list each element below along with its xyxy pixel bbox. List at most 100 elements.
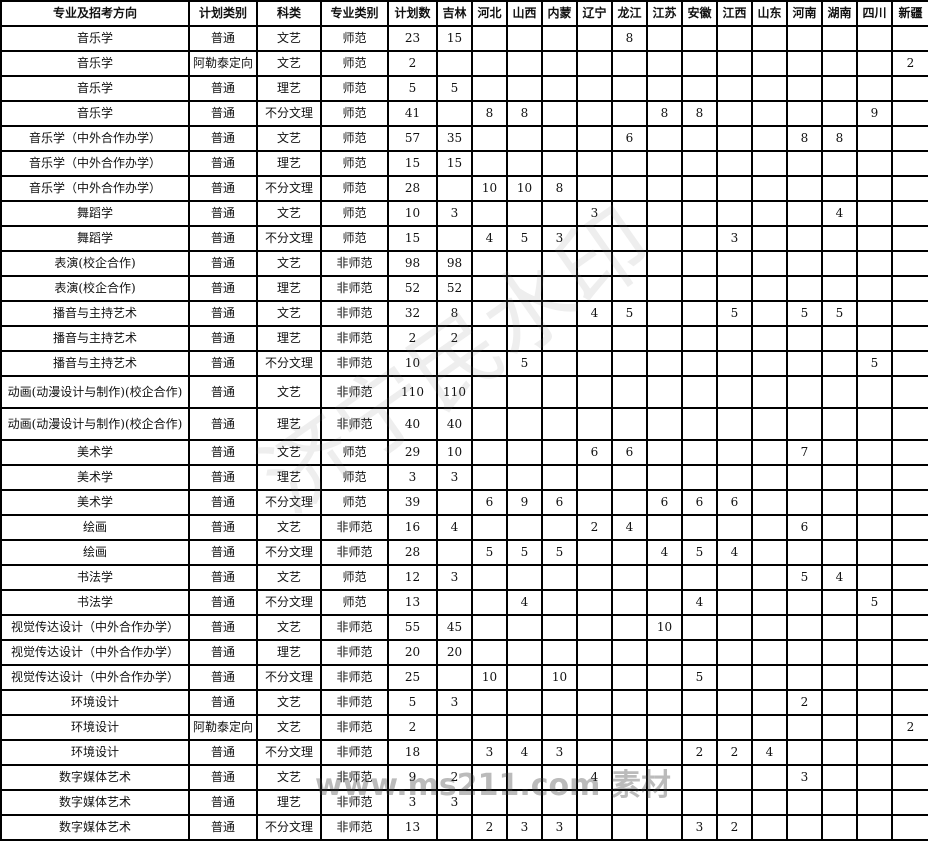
table-cell [646,564,683,591]
table-cell [856,125,893,152]
table-cell: 32 [387,300,438,327]
table-cell: 师范 [320,564,389,591]
table-row: 数字媒体艺术 普通 理艺 非师范 3 3 [0,789,928,816]
table-cell [786,639,823,666]
table-cell [856,489,893,516]
major-cell: 环境设计 [0,689,190,716]
table-cell [646,225,683,252]
table-cell: 4 [576,764,613,791]
table-cell [856,175,893,202]
table-cell: 普通 [188,25,258,52]
table-cell [611,739,648,766]
table-cell [576,664,613,691]
table-cell: 普通 [188,514,258,541]
table-cell [716,689,753,716]
table-cell: 理艺 [256,325,322,352]
table-cell [891,789,928,816]
table-cell: 4 [506,739,543,766]
table-cell [576,225,613,252]
table-cell [786,714,823,741]
table-cell [716,50,753,77]
table-cell [611,464,648,491]
table-row: 音乐学 普通 不分文理 师范 41 8 8 8 8 9 [0,100,928,127]
table-cell: 3 [436,200,473,227]
table-cell [891,275,928,302]
table-cell: 5 [506,225,543,252]
table-cell: 理艺 [256,464,322,491]
table-cell: 4 [436,514,473,541]
table-cell [646,275,683,302]
major-cell: 音乐学 [0,50,190,77]
table-cell [716,764,753,791]
table-cell [821,407,858,441]
table-cell [506,25,543,52]
table-cell [611,175,648,202]
table-cell: 4 [821,200,858,227]
table-cell [891,300,928,327]
table-cell [506,150,543,177]
table-cell [786,325,823,352]
table-cell: 非师范 [320,739,389,766]
table-cell [856,439,893,466]
column-header: 专业及招考方向 [0,0,190,27]
table-cell [681,514,718,541]
major-cell: 视觉传达设计（中外合作办学） [0,664,190,691]
table-cell: 普通 [188,250,258,277]
table-row: 视觉传达设计（中外合作办学） 普通 文艺 非师范 55 45 10 [0,614,928,641]
table-cell: 不分文理 [256,100,322,127]
table-cell: 6 [541,489,578,516]
major-cell: 表演(校企合作) [0,275,190,302]
table-cell [576,100,613,127]
table-cell: 8 [506,100,543,127]
table-cell [821,275,858,302]
table-cell [611,764,648,791]
table-cell [786,614,823,641]
table-cell [681,350,718,377]
major-cell: 视觉传达设计（中外合作办学） [0,614,190,641]
table-cell [681,614,718,641]
table-cell [821,225,858,252]
table-cell [681,250,718,277]
table-cell [506,714,543,741]
table-cell [646,514,683,541]
table-cell [576,739,613,766]
table-cell [786,275,823,302]
table-cell [681,25,718,52]
table-cell [716,514,753,541]
table-cell [506,50,543,77]
table-cell: 普通 [188,325,258,352]
table-cell [576,564,613,591]
table-cell [506,464,543,491]
table-cell [751,225,788,252]
table-cell: 文艺 [256,689,322,716]
major-cell: 绘画 [0,539,190,566]
table-cell: 师范 [320,464,389,491]
table-cell: 29 [387,439,438,466]
table-cell: 非师范 [320,639,389,666]
table-cell [646,325,683,352]
major-cell: 音乐学 [0,75,190,102]
table-cell [821,664,858,691]
table-cell: 20 [436,639,473,666]
column-header: 安徽 [681,0,718,27]
table-cell: 28 [387,539,438,566]
table-cell: 5 [821,300,858,327]
table-cell [681,714,718,741]
table-cell [891,250,928,277]
table-cell [821,589,858,616]
table-cell: 9 [856,100,893,127]
table-cell: 5 [541,539,578,566]
table-cell [891,614,928,641]
table-cell: 15 [387,150,438,177]
table-cell [646,439,683,466]
table-row: 播音与主持艺术 普通 文艺 非师范 32 8 4 5 5 5 5 [0,300,928,327]
table-cell [786,225,823,252]
table-cell [576,464,613,491]
table-cell: 师范 [320,25,389,52]
table-row: 环境设计 普通 文艺 非师范 5 3 2 [0,689,928,716]
table-cell [611,100,648,127]
table-cell: 40 [387,407,438,441]
table-cell [786,407,823,441]
table-cell [821,714,858,741]
column-header: 河北 [471,0,508,27]
